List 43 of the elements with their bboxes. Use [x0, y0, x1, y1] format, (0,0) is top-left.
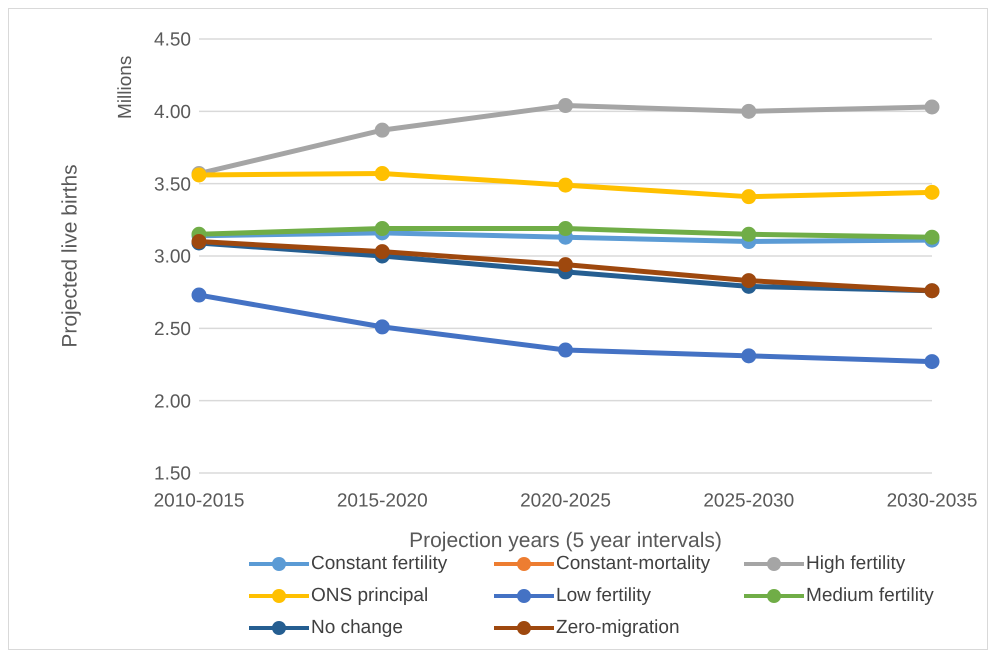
- x-tick-label: 2015-2020: [336, 490, 428, 512]
- point: [924, 99, 940, 114]
- point: [741, 226, 756, 242]
- point: [741, 189, 756, 204]
- point: [924, 184, 940, 200]
- y-tick-label: 2.00: [154, 391, 191, 412]
- y-tick-label: 1.50: [154, 464, 191, 485]
- point: [374, 319, 390, 334]
- legend-label: Low fertility: [556, 585, 652, 607]
- y-tick-label: 3.00: [154, 246, 191, 268]
- x-tick-label: 2010-2015: [154, 490, 244, 512]
- point: [192, 288, 206, 303]
- x-axis-title: Projection years (5 year intervals): [409, 529, 722, 552]
- point: [924, 354, 940, 370]
- legend-label: No change: [311, 617, 403, 639]
- legend-label: Constant fertility: [311, 553, 448, 575]
- point: [741, 273, 756, 288]
- point: [558, 342, 573, 358]
- point: [558, 257, 573, 272]
- y-tick-label: 2.50: [154, 319, 191, 340]
- point: [374, 166, 390, 182]
- point: [558, 178, 573, 193]
- point: [558, 98, 573, 114]
- point: [374, 221, 390, 236]
- legend-label: Medium fertility: [806, 585, 934, 607]
- y-axis-title: Projected live births: [58, 164, 82, 348]
- point: [741, 104, 756, 119]
- point: [558, 221, 573, 236]
- y-tick-label: 4.00: [154, 102, 191, 124]
- point: [374, 122, 390, 138]
- legend-label: High fertility: [806, 553, 906, 575]
- legend-label: Constant-mortality: [556, 553, 710, 575]
- y-tick-label: 4.50: [154, 30, 191, 51]
- point: [924, 230, 940, 245]
- x-tick-label: 2030-2035: [886, 490, 978, 512]
- legend-label: ONS principal: [311, 585, 428, 607]
- x-tick-label: 2020-2025: [520, 490, 611, 512]
- point: [741, 348, 756, 364]
- legend-label: Zero-migration: [556, 617, 680, 639]
- y-tick-label: 3.50: [154, 174, 191, 196]
- text: Millions: [115, 56, 137, 119]
- x-tick-label: 2025-2030: [703, 490, 794, 512]
- point: [374, 244, 390, 260]
